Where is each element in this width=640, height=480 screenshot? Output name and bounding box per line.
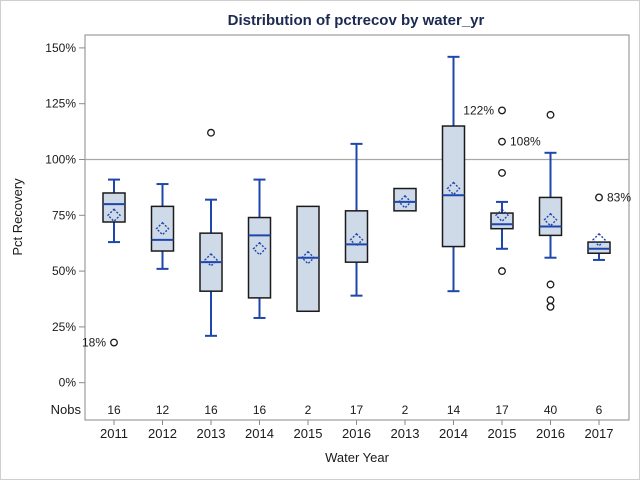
outlier-point [595, 193, 603, 202]
x-tick-label-year: 2017 [585, 426, 614, 441]
boxplot-group-2016-6 [344, 142, 369, 297]
boxplot-group-2011-1: 18% [82, 178, 126, 350]
y-axis-layer: 0% 25% 50% 75% 100% 125% 150% [45, 41, 85, 390]
x-tick-label-year: 2014 [439, 426, 468, 441]
boxplot-group-2017-11: 83% [587, 190, 631, 261]
x-axis-title: Water Year [325, 450, 390, 465]
y-tick-label: 125% [45, 97, 76, 111]
nobs-count: 14 [447, 403, 461, 417]
y-tick-label: 75% [52, 208, 76, 222]
nobs-count: 40 [544, 403, 558, 417]
iqr-box [102, 192, 126, 223]
nobs-row-label: Nobs [51, 402, 82, 417]
iqr-box [441, 125, 466, 248]
outlier-point [546, 296, 555, 305]
x-tick-label-year: 2012 [148, 426, 177, 441]
outlier-point [498, 137, 506, 146]
x-tick-label-year: 2014 [245, 426, 274, 441]
outlier-point [498, 168, 506, 177]
outlier-label: 108% [510, 135, 541, 149]
nobs-count: 17 [495, 403, 509, 417]
boxplot-group-2016-10 [538, 110, 563, 311]
boxplot-group-2015-9: 122% 108% [463, 103, 541, 276]
nobs-count: 2 [305, 403, 312, 417]
iqr-box [587, 241, 611, 254]
boxplot-layer: 18% 122% 108% 83% [82, 55, 631, 350]
iqr-box [490, 212, 514, 230]
x-tick-label-year: 2015 [488, 426, 517, 441]
nobs-count: 16 [107, 403, 121, 417]
nobs-count: 2 [402, 403, 409, 417]
boxplot-group-2012-2 [150, 183, 175, 270]
x-tick-label-year: 2015 [294, 426, 323, 441]
boxplot-group-2013-7 [393, 187, 417, 212]
outlier-label: 83% [607, 190, 631, 204]
outlier-point [110, 338, 118, 347]
y-tick-label: 25% [52, 320, 76, 334]
iqr-box [296, 205, 320, 313]
x-tick-label-year: 2011 [100, 426, 128, 441]
x-axis-layer: 2011 16 2012 12 2013 16 2014 16 2015 2 2016 17 2013 2… [100, 403, 613, 441]
x-tick-label-year: 2016 [536, 426, 565, 441]
boxplot-group-2013-3 [199, 128, 223, 337]
y-tick-label: 150% [45, 41, 76, 55]
nobs-count: 16 [204, 403, 218, 417]
x-tick-label-year: 2013 [197, 426, 226, 441]
boxplot-group-2014-4 [247, 178, 272, 319]
x-tick-label-year: 2016 [342, 426, 371, 441]
iqr-box [150, 205, 175, 252]
y-tick-label: 50% [52, 264, 76, 278]
chart-title: Distribution of pctrecov by water_yr [228, 12, 485, 29]
nobs-count: 16 [253, 403, 267, 417]
outlier-point [546, 280, 555, 289]
iqr-box [538, 196, 563, 237]
iqr-box [247, 216, 272, 299]
nobs-count: 12 [156, 403, 170, 417]
iqr-box [393, 187, 417, 212]
outlier-point [546, 110, 555, 119]
outlier-point [498, 267, 506, 276]
boxplot-group-2014-8 [441, 55, 466, 293]
iqr-box [344, 210, 369, 263]
outlier-label: 122% [463, 103, 494, 117]
y-tick-label: 100% [45, 153, 76, 167]
nobs-count: 6 [596, 403, 603, 417]
outlier-point [207, 128, 215, 137]
y-tick-label: 0% [59, 376, 77, 390]
x-tick-label-year: 2013 [391, 426, 420, 441]
boxplot-group-2015-5 [296, 205, 320, 313]
nobs-count: 17 [350, 403, 364, 417]
y-axis-title: Pct Recovery [10, 178, 25, 256]
outlier-point [498, 106, 506, 115]
outlier-label: 18% [82, 336, 106, 350]
outlier-point [546, 302, 555, 311]
